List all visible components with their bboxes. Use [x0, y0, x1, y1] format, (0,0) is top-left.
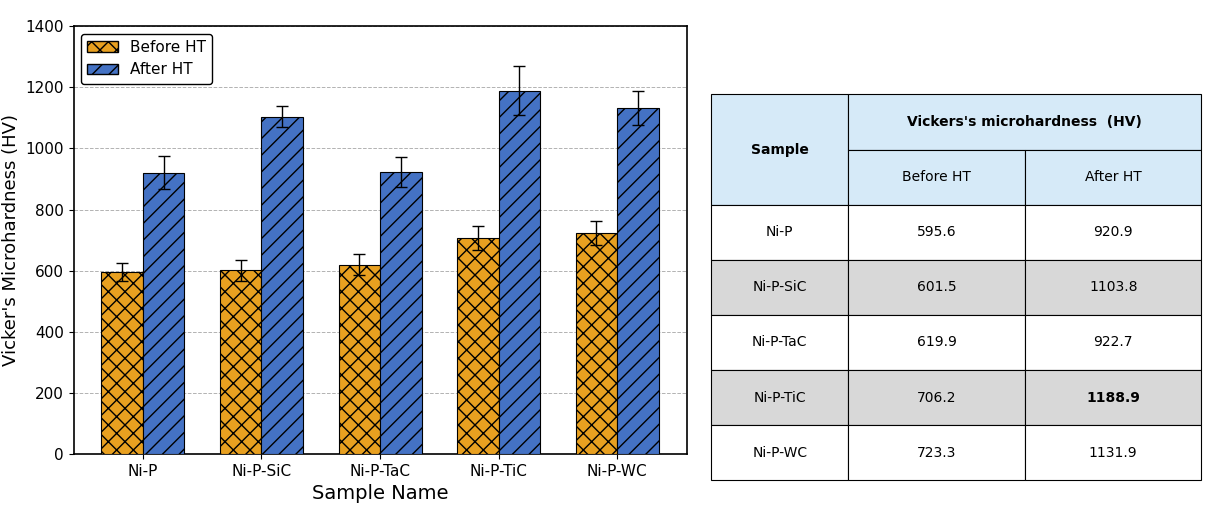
Legend: Before HT, After HT: Before HT, After HT: [81, 34, 212, 84]
Bar: [848, 370, 1025, 425]
Bar: [1025, 205, 1201, 260]
Bar: [848, 94, 1201, 149]
Text: 1188.9: 1188.9: [1086, 390, 1140, 405]
Bar: [711, 370, 848, 425]
Text: Ni-P-WC: Ni-P-WC: [753, 446, 807, 460]
Bar: [576, 233, 617, 454]
Text: Ni-P-TiC: Ni-P-TiC: [754, 390, 805, 405]
Bar: [261, 116, 303, 454]
Bar: [102, 272, 143, 454]
Bar: [848, 425, 1025, 480]
Text: Ni-P-TaC: Ni-P-TaC: [752, 336, 808, 349]
X-axis label: Sample Name: Sample Name: [311, 484, 449, 503]
Bar: [711, 260, 848, 315]
Text: Ni-P: Ni-P: [766, 225, 793, 239]
Bar: [143, 173, 184, 454]
Text: 619.9: 619.9: [917, 336, 956, 349]
Text: Before HT: Before HT: [902, 170, 971, 184]
Bar: [848, 149, 1025, 205]
Bar: [848, 315, 1025, 370]
Bar: [1025, 315, 1201, 370]
Text: After HT: After HT: [1085, 170, 1141, 184]
Bar: [848, 260, 1025, 315]
Text: 706.2: 706.2: [917, 390, 956, 405]
Bar: [711, 425, 848, 480]
Bar: [499, 91, 541, 454]
Bar: [1025, 149, 1201, 205]
Bar: [457, 238, 499, 454]
Bar: [1025, 425, 1201, 480]
Bar: [1025, 370, 1201, 425]
Bar: [848, 205, 1025, 260]
Y-axis label: Vicker's Microhardness (HV): Vicker's Microhardness (HV): [1, 114, 20, 366]
Bar: [617, 108, 658, 454]
Bar: [219, 270, 261, 454]
Bar: [1025, 260, 1201, 315]
Text: 601.5: 601.5: [917, 280, 956, 294]
Text: Sample: Sample: [750, 143, 809, 157]
Text: 1103.8: 1103.8: [1089, 280, 1138, 294]
Bar: [711, 315, 848, 370]
Text: 922.7: 922.7: [1094, 336, 1133, 349]
Text: 595.6: 595.6: [917, 225, 956, 239]
Text: Ni-P-SiC: Ni-P-SiC: [753, 280, 807, 294]
Text: 723.3: 723.3: [917, 446, 956, 460]
Text: 1131.9: 1131.9: [1089, 446, 1138, 460]
Bar: [380, 172, 422, 454]
Text: 920.9: 920.9: [1094, 225, 1133, 239]
Bar: [338, 265, 380, 454]
Bar: [711, 94, 848, 205]
Text: Vickers's microhardness  (HV): Vickers's microhardness (HV): [907, 115, 1143, 129]
Bar: [711, 205, 848, 260]
